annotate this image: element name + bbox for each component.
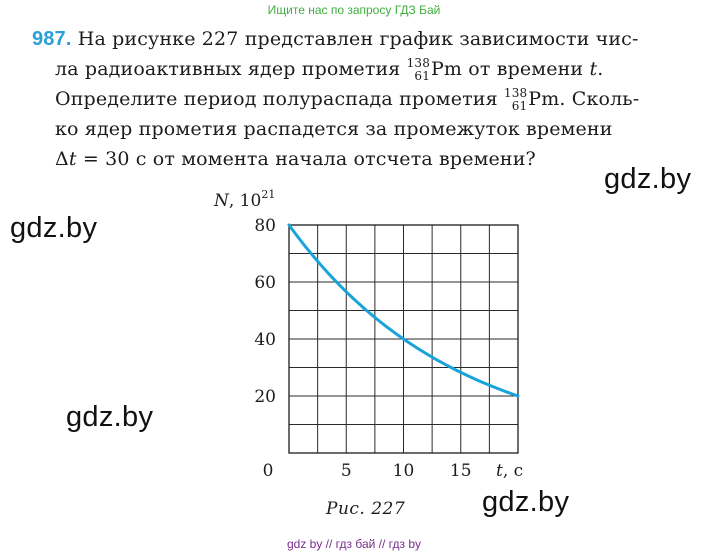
problem-line-4: ко ядер прометия распадется за промежуто… [32,114,704,144]
problem-text: 987. На рисунке 227 представлен график з… [32,24,704,174]
top-note: Ищите нас по запросу ГДЗ Бай [267,3,441,17]
problem-number: 987. [32,28,72,50]
x-tick-label: 0 [263,461,274,481]
x-axis-label-var: t [496,461,503,481]
y-tick-label: 80 [254,216,276,236]
x-tick-label: 10 [393,461,415,481]
problem-line-2-pre: ла радиоактивных ядер прометия [55,58,407,80]
watermark-top-right: gdz.by [604,163,692,195]
y-axis-label-unit: , 10 [229,191,261,211]
chart-axis-labels: N, 1021 t, с [213,188,523,481]
figure-caption: Рис. 227 [326,499,406,519]
problem-line-3-post: . Сколь- [559,88,640,110]
problem-line-3: Определите период полураспада прометия 1… [32,84,704,114]
chart-series [287,223,520,398]
nuclide-charge: 61 [414,69,430,83]
y-axis-label: N, 1021 [213,188,275,211]
problem-line-4-text: ко ядер прометия распадется за промежуто… [55,118,613,140]
problem-line-1-text: На рисунке 227 представлен график зависи… [77,28,639,50]
problem-line-1: 987. На рисунке 227 представлен график з… [32,24,704,54]
y-axis-label-exp: 21 [261,188,275,201]
watermark-bottom-right: gdz.by [482,486,570,518]
y-axis-label-var: N [213,191,230,211]
plot-frame [288,224,519,454]
problem-line-2-var: t [589,58,598,80]
chart-ticks: 0 5 10 15 20 40 60 80 [254,216,471,481]
nuclide-charge-2: 61 [511,99,528,113]
watermark-mid-left: gdz.by [66,401,154,433]
bottom-note: gdz by // гдз бай // гдз by [286,537,422,551]
problem-line-2: ла радиоактивных ядер прометия 138 61 Pm… [32,54,704,84]
watermark-left: gdz.by [10,212,98,244]
nuclide-mass-2: 138 [503,86,528,100]
x-tick-label: 15 [450,461,472,481]
series-line [287,223,520,398]
nuclide-element: Pm [430,58,463,80]
nuclide-symbol: 138 61 Pm [407,54,462,84]
x-axis-label: t, с [496,461,523,481]
y-tick-label: 60 [254,273,276,293]
problem-line-5-var: t [68,148,77,170]
nuclide-element-2: Pm [528,88,560,110]
y-tick-label: 20 [254,387,276,407]
x-tick-label: 5 [341,461,352,481]
y-tick-label: 40 [254,330,276,350]
problem-line-2-end: . [597,58,604,80]
problem-line-2-post: от времени [468,58,590,80]
problem-line-3-pre: Определите период полураспада прометия [55,88,504,110]
problem-line-5-rest: = 30 с от момента начала отсчета времени… [76,148,536,170]
problem-line-5-delta: Δ [55,148,69,170]
nuclide-symbol-2: 138 61 Pm [504,84,559,114]
problem-line-5: Δt = 30 с от момента начала отсчета врем… [32,144,704,174]
nuclide-mass: 138 [406,56,430,70]
x-axis-label-unit: , с [503,461,523,481]
